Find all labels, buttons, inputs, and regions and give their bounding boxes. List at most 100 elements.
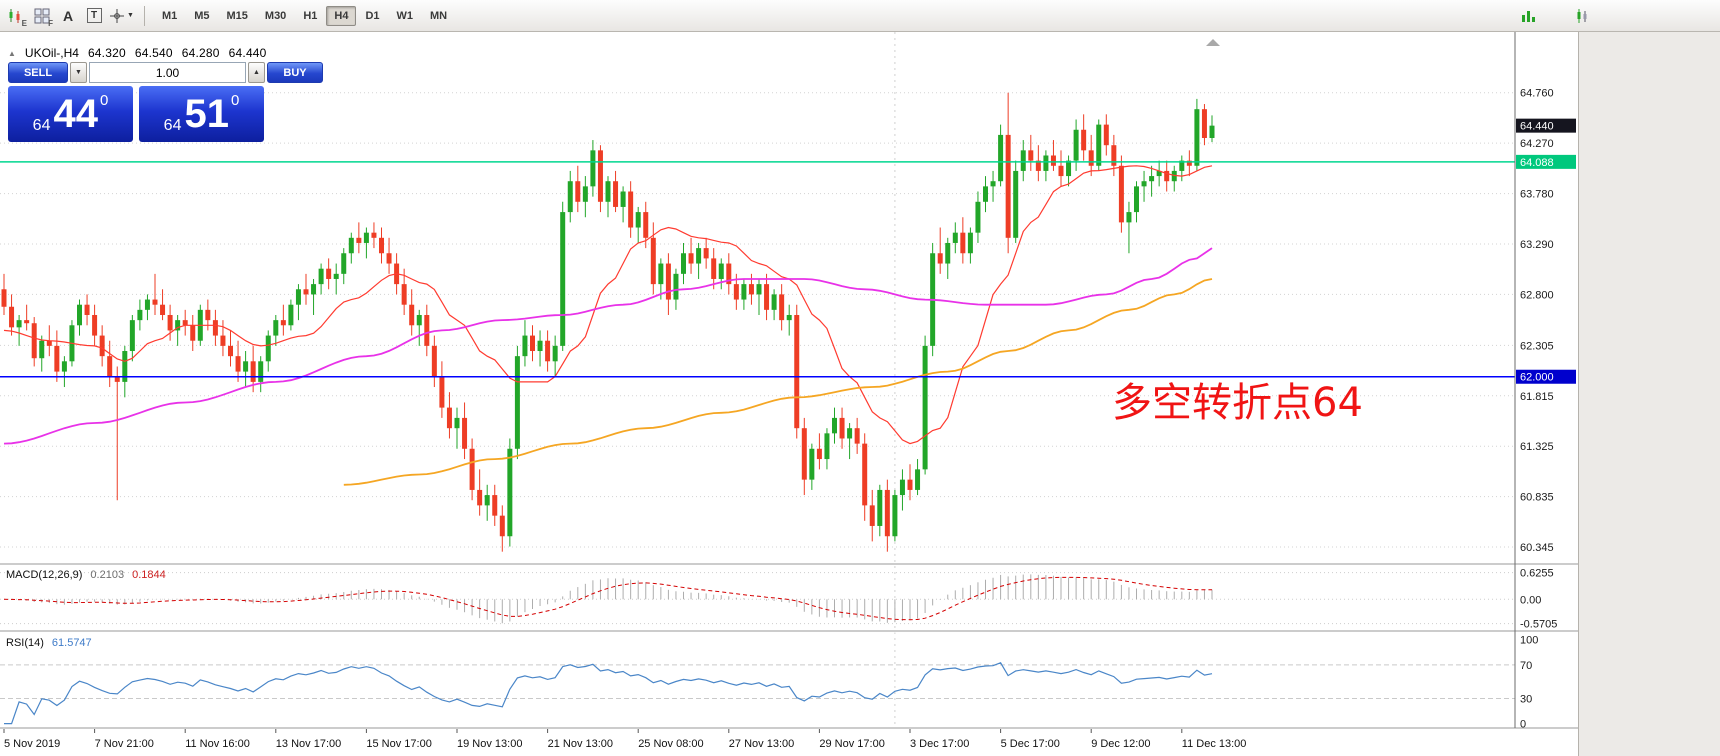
ma-fast-line[interactable] (3, 165, 1213, 445)
mini-candle-icon[interactable] (1570, 4, 1594, 28)
rsi-name: RSI(14) (6, 637, 44, 649)
crosshair-tool-icon[interactable]: ▼ (108, 4, 135, 28)
price-badge-level-blue (1516, 369, 1576, 384)
timeframe-mn[interactable]: MN (430, 9, 448, 22)
ask-pip: 0 (230, 92, 240, 109)
candle-body (326, 268, 332, 279)
candle-body (597, 150, 603, 202)
rsi-axis-label: 30 (1520, 693, 1532, 705)
candle-body (983, 186, 988, 202)
candle-body (386, 253, 392, 264)
tiles-glyph (34, 8, 50, 23)
candle-body (431, 345, 437, 377)
candle-body (1149, 176, 1155, 182)
candle-body (613, 181, 619, 207)
candle-body (160, 304, 166, 315)
text-label-tool-icon[interactable]: T (82, 4, 106, 28)
candle-body (492, 495, 498, 516)
timeframe-m15[interactable]: M15 (226, 9, 248, 22)
candle-body (484, 495, 490, 506)
ohlc-low: 64.280 (181, 46, 220, 60)
macd-indicator-label: MACD(12,26,9) 0.2103 0.1844 (6, 569, 166, 581)
timeframe-d1[interactable]: D1 (365, 9, 380, 22)
volume-input[interactable] (89, 62, 246, 83)
rsi-value: 61.5747 (51, 637, 92, 649)
tile-windows-icon[interactable]: F (30, 4, 54, 28)
letter-t-glyph: T (86, 8, 102, 23)
candle-body (288, 304, 294, 326)
candle-body (333, 273, 339, 279)
volume-increase-button[interactable]: ▲ (248, 62, 265, 83)
price-axis-badges[interactable]: 64.440 64.088 62.000 (1516, 118, 1576, 384)
dropdown-caret-icon: ▼ (127, 12, 134, 19)
macd-axis[interactable]: 0.6255 0.00 -0.5705 (0, 568, 1557, 631)
one-click-panel-toggle-icon[interactable]: ▲ (8, 48, 16, 58)
rsi-axis-label: 0 (1520, 719, 1526, 731)
candle-body (462, 417, 468, 449)
volume-decrease-button[interactable]: ▼ (70, 62, 87, 83)
chart-shift-marker[interactable] (1206, 39, 1220, 46)
candle-body (1179, 160, 1185, 171)
timeframe-m5[interactable]: M5 (194, 9, 210, 22)
rsi-axis-label: 100 (1520, 635, 1538, 647)
candle-body (1073, 129, 1079, 161)
time-axis[interactable]: 5 Nov 2019 7 Nov 21:00 11 Nov 16:00 13 Nov … (3, 729, 1246, 750)
buy-button[interactable]: BUY (267, 62, 323, 83)
rsi-axis[interactable]: 100 70 30 0 (0, 635, 1538, 731)
timeframe-m30[interactable]: M30 (264, 9, 287, 22)
candle-body (1134, 186, 1139, 213)
icon-letter-e: E (21, 18, 27, 28)
time-axis-label: 3 Dec 17:00 (910, 738, 969, 750)
timeframe-h4[interactable]: H4 (326, 5, 357, 26)
candle-body (454, 417, 460, 429)
ma-slow-line[interactable] (343, 278, 1213, 486)
candle-body (839, 417, 845, 439)
candle-body (537, 340, 543, 352)
price-axis[interactable]: 64.760 64.270 63.780 63.290 62.800 62.305 61.8… (1520, 88, 1554, 554)
candle-body (1164, 170, 1170, 182)
candle-body (1020, 150, 1026, 171)
sell-price-display[interactable]: 64 44 0 (8, 86, 133, 142)
price-chart-canvas[interactable]: 64.760 64.270 63.780 63.290 62.800 62.305 61.8… (0, 32, 1578, 756)
macd-histogram (11, 574, 1213, 624)
timeframe-m1[interactable]: M1 (161, 9, 178, 22)
mini-chart-icon[interactable] (1516, 4, 1540, 28)
candle-body (703, 248, 709, 259)
candle-body (575, 181, 581, 202)
candle-body (1118, 165, 1124, 223)
bid-prefix: 64 (32, 117, 51, 134)
candle-body (794, 314, 800, 429)
candlestick-chart-icon[interactable]: E (4, 4, 28, 28)
sell-button[interactable]: SELL (8, 62, 68, 83)
time-axis-label: 9 Dec 12:00 (1091, 738, 1150, 750)
ma-mid-line[interactable] (3, 247, 1213, 445)
buy-price-display[interactable]: 64 51 0 (139, 86, 264, 142)
candle-body (582, 186, 588, 202)
timeframe-h1[interactable]: H1 (303, 9, 318, 22)
chart-background (0, 32, 1578, 756)
candle-body (892, 495, 898, 537)
time-axis-label: 25 Nov 08:00 (638, 738, 703, 750)
timeframe-w1[interactable]: W1 (396, 9, 414, 22)
candle-body (665, 263, 671, 300)
text-tool-icon[interactable]: A (56, 4, 80, 28)
candle-body (507, 448, 513, 537)
candle-body (1096, 124, 1102, 166)
price-axis-label: 60.345 (1520, 542, 1554, 554)
candle-body (967, 232, 973, 254)
candle-body (235, 356, 241, 372)
candle-body (696, 248, 702, 264)
icon-letter-f: F (48, 18, 53, 28)
candle-body (552, 345, 558, 362)
candle-body (809, 448, 815, 480)
candle-body (590, 150, 596, 187)
candle-body (1186, 160, 1192, 166)
candle-body (673, 273, 679, 300)
candle-body (379, 237, 384, 254)
candle-body (243, 361, 249, 372)
candle-body (1194, 109, 1200, 166)
candle-body (409, 304, 415, 326)
candle-body (1081, 129, 1087, 151)
price-badge-current (1516, 118, 1576, 133)
candle-body (681, 253, 686, 274)
